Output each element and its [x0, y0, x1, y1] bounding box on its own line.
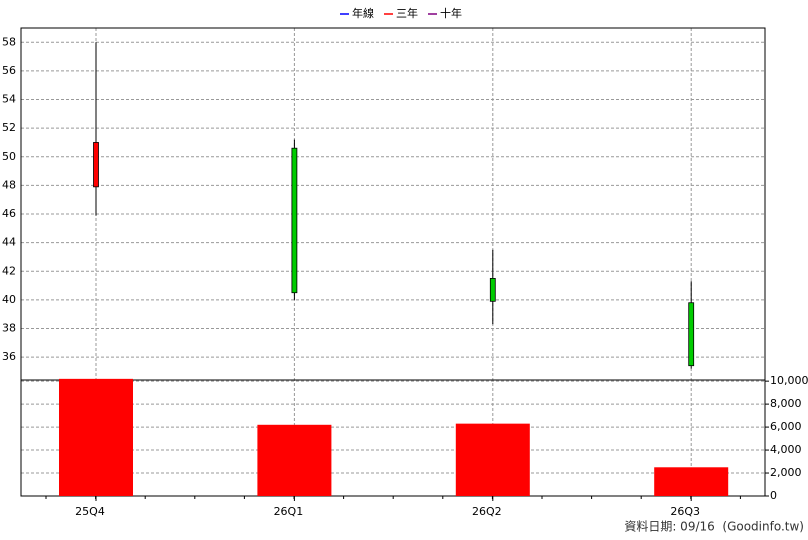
candle-body	[93, 142, 99, 188]
y2-tick-label: 4,000	[770, 443, 802, 456]
y-tick-label: 42	[2, 264, 16, 277]
y-tick-label: 58	[2, 35, 16, 48]
candle-body	[291, 147, 298, 294]
y2-tick-label: 8,000	[770, 397, 802, 410]
volume-bar	[654, 467, 729, 496]
y2-tick-label: 6,000	[770, 420, 802, 433]
y-tick-label: 56	[2, 64, 16, 77]
volume-bar	[59, 378, 133, 496]
footer: 資料日期: 09/16 (Goodinfo.tw)	[624, 520, 804, 534]
candle-body	[688, 302, 695, 367]
y-tick-label: 46	[2, 207, 16, 220]
y-tick-label: 36	[2, 350, 16, 363]
y-tick-label: 50	[2, 150, 16, 163]
y-tick-label: 38	[2, 321, 16, 334]
candle-body	[489, 278, 496, 302]
x-tick-label: 26Q3	[670, 505, 700, 518]
y2-tick-label: 0	[770, 489, 777, 502]
x-tick-label: 26Q1	[274, 505, 304, 518]
legend-label: 十年	[440, 6, 462, 20]
volume-bar	[455, 423, 530, 496]
legend-label: 三年	[396, 6, 418, 20]
y2-tick-label: 2,000	[770, 466, 802, 479]
y-tick-label: 54	[2, 93, 16, 106]
y2-tick-label: 10,000	[770, 374, 808, 387]
y-tick-label: 44	[2, 236, 16, 249]
legend-label: 年線	[352, 6, 374, 20]
y-tick-label: 48	[2, 178, 16, 191]
volume-bar	[257, 424, 332, 496]
y-tick-label: 40	[2, 293, 16, 306]
y-tick-label: 52	[2, 121, 16, 134]
x-tick-label: 26Q2	[472, 505, 502, 518]
x-tick-label: 25Q4	[75, 505, 105, 518]
